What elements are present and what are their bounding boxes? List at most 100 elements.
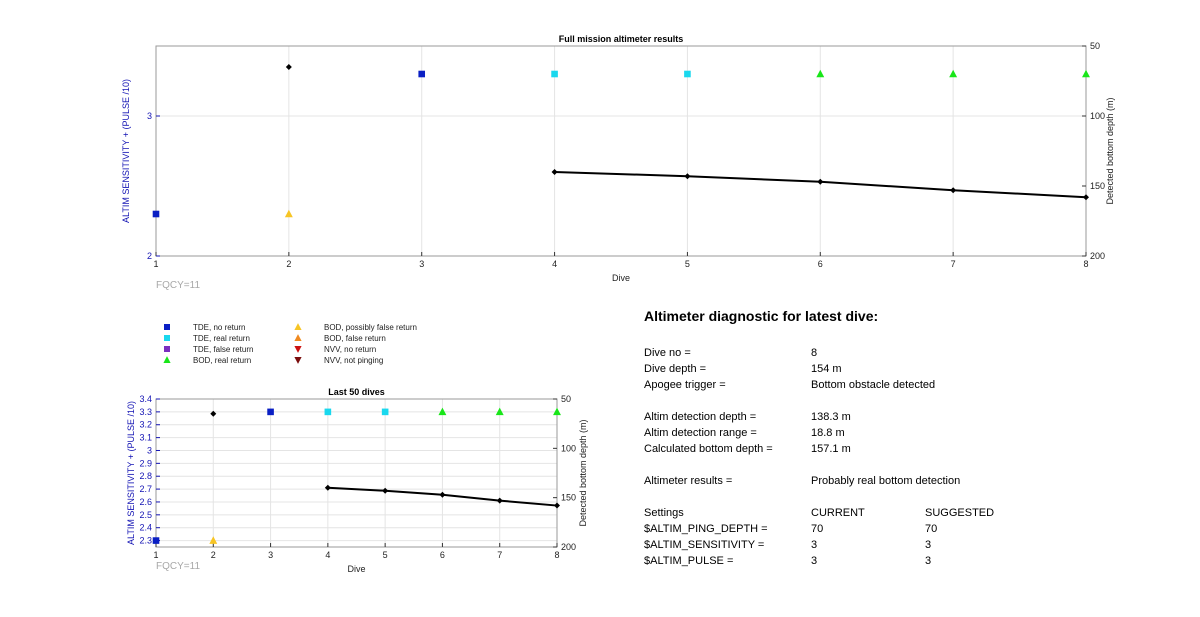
marker-triangle-down — [294, 346, 302, 353]
marker-square — [164, 335, 170, 341]
legend-label: BOD, possibly false return — [324, 323, 417, 332]
marker-square — [551, 70, 558, 78]
marker-triangle-up — [294, 323, 302, 330]
depth-point — [817, 178, 824, 185]
legend-label: TDE, false return — [193, 345, 253, 354]
y2-tick-label: 150 — [1090, 181, 1105, 191]
x-tick-label: 4 — [552, 259, 557, 269]
dive-depth-value: 154 m — [811, 363, 842, 375]
depth-point — [554, 502, 560, 509]
fqcy-annotation: FQCY=11 — [156, 561, 200, 572]
setting-name: $ALTIM_SENSITIVITY = — [644, 539, 765, 551]
depth-point — [285, 64, 292, 70]
y2-tick-label: 100 — [1090, 111, 1105, 121]
x-tick-label: 8 — [554, 550, 559, 560]
x-tick-label: 4 — [325, 550, 330, 560]
y-tick-label: 2.5 — [139, 510, 152, 520]
y2-tick-label: 200 — [1090, 251, 1105, 261]
marker-square — [324, 408, 332, 416]
marker-triangle-up — [438, 407, 447, 416]
marker-square — [418, 70, 426, 78]
altim-detection-range-value: 18.8 m — [811, 427, 845, 439]
y-tick-label: 3.2 — [139, 420, 152, 430]
legend-label: BOD, real return — [193, 356, 251, 365]
y-tick-label: 2.8 — [139, 471, 152, 481]
marker-square — [152, 210, 160, 218]
setting-current: 3 — [811, 555, 818, 567]
chart-title: Last 50 dives — [328, 387, 385, 397]
calculated-bottom-depth-label: Calculated bottom depth = — [644, 443, 773, 455]
marker-triangle-up — [553, 407, 561, 416]
marker-triangle-up — [209, 536, 218, 544]
y2-tick-label: 50 — [1090, 41, 1100, 51]
marker-square — [164, 346, 170, 352]
suggested-header: SUGGESTED — [925, 507, 995, 519]
legend-label: TDE, no return — [193, 323, 245, 332]
altim-detection-depth-value: 138.3 m — [811, 411, 851, 423]
depth-point — [439, 491, 446, 498]
y-axis-label: ALTIM SENSITIVITY + (PULSE /10) — [121, 79, 131, 223]
altimeter-results-value: Probably real bottom detection — [811, 475, 961, 487]
depth-point — [551, 169, 558, 175]
diagnostic-title: Altimeter diagnostic for latest dive: — [644, 308, 879, 324]
x-tick-label: 3 — [268, 550, 273, 560]
y-tick-label: 3.4 — [139, 394, 152, 404]
plot-frame — [155, 45, 1087, 257]
x-tick-label: 6 — [818, 259, 823, 269]
depth-point — [684, 173, 691, 180]
x-tick-label: 5 — [383, 550, 388, 560]
y-tick-label: 2.6 — [139, 497, 152, 507]
x-tick-label: 2 — [211, 550, 216, 560]
x-tick-label: 6 — [440, 550, 445, 560]
y-tick-label: 3.1 — [139, 433, 152, 443]
marker-square — [164, 324, 170, 330]
y-tick-label: 2.3 — [139, 536, 152, 546]
setting-name: $ALTIM_PULSE = — [644, 555, 734, 567]
altim-detection-range-label: Altim detection range = — [644, 427, 757, 439]
marker-triangle-up — [495, 407, 504, 416]
y-tick-label: 3 — [147, 445, 152, 455]
marker-square — [684, 70, 691, 78]
altimeter-diagnostic-panel: Altimeter diagnostic for latest dive: Di… — [644, 308, 1184, 569]
marker-triangle-up — [816, 69, 825, 78]
marker-triangle-down — [294, 357, 302, 364]
altim-detection-depth-label: Altim detection depth = — [644, 411, 757, 423]
x-tick-label: 1 — [153, 259, 158, 269]
apogee-trigger-label: Apogee trigger = — [644, 379, 726, 391]
marker-triangle-up — [949, 69, 958, 78]
legend-label: NVV, not pinging — [324, 356, 383, 365]
chart-title: Full mission altimeter results — [559, 34, 684, 44]
y-axis-label: ALTIM SENSITIVITY + (PULSE /10) — [126, 401, 136, 545]
dive-no-label: Dive no = — [644, 347, 691, 359]
y2-tick-label: 150 — [561, 493, 576, 503]
x-axis-label: Dive — [612, 273, 630, 283]
legend-label: BOD, false return — [324, 334, 386, 343]
marker-square — [381, 408, 389, 416]
depth-point — [382, 487, 389, 494]
y2-tick-label: 100 — [561, 443, 576, 453]
y2-tick-label: 50 — [561, 394, 571, 404]
current-header: CURRENT — [811, 507, 865, 519]
setting-suggested: 70 — [925, 523, 938, 535]
legend-label: TDE, real return — [193, 334, 250, 343]
y-tick-label: 2 — [147, 251, 152, 261]
y2-axis-label: Detected bottom depth (m) — [578, 419, 588, 526]
apogee-trigger-value: Bottom obstacle detected — [811, 379, 936, 391]
y2-tick-label: 200 — [561, 542, 576, 552]
legend: TDE, no return TDE, real return TDE, false… — [163, 323, 417, 365]
fqcy-annotation: FQCY=11 — [156, 280, 200, 291]
x-tick-label: 5 — [685, 259, 690, 269]
x-axis-label: Dive — [347, 564, 365, 574]
y2-axis-label: Detected bottom depth (m) — [1105, 97, 1115, 204]
dive-no-value: 8 — [811, 347, 818, 359]
setting-suggested: 3 — [925, 539, 932, 551]
x-tick-label: 7 — [951, 259, 956, 269]
legend-label: NVV, no return — [324, 345, 376, 354]
depth-point — [496, 497, 503, 504]
last-50-dives-chart: 1 2 3 4 5 6 7 8 2.3 2.4 2.5 2.6 2.7 2.8 2.9 3 3.1 3.2 3.3 3… — [126, 387, 588, 574]
x-tick-label: 8 — [1083, 259, 1088, 269]
depth-point — [1083, 194, 1089, 201]
x-tick-label: 1 — [153, 550, 158, 560]
depth-point — [324, 484, 331, 491]
